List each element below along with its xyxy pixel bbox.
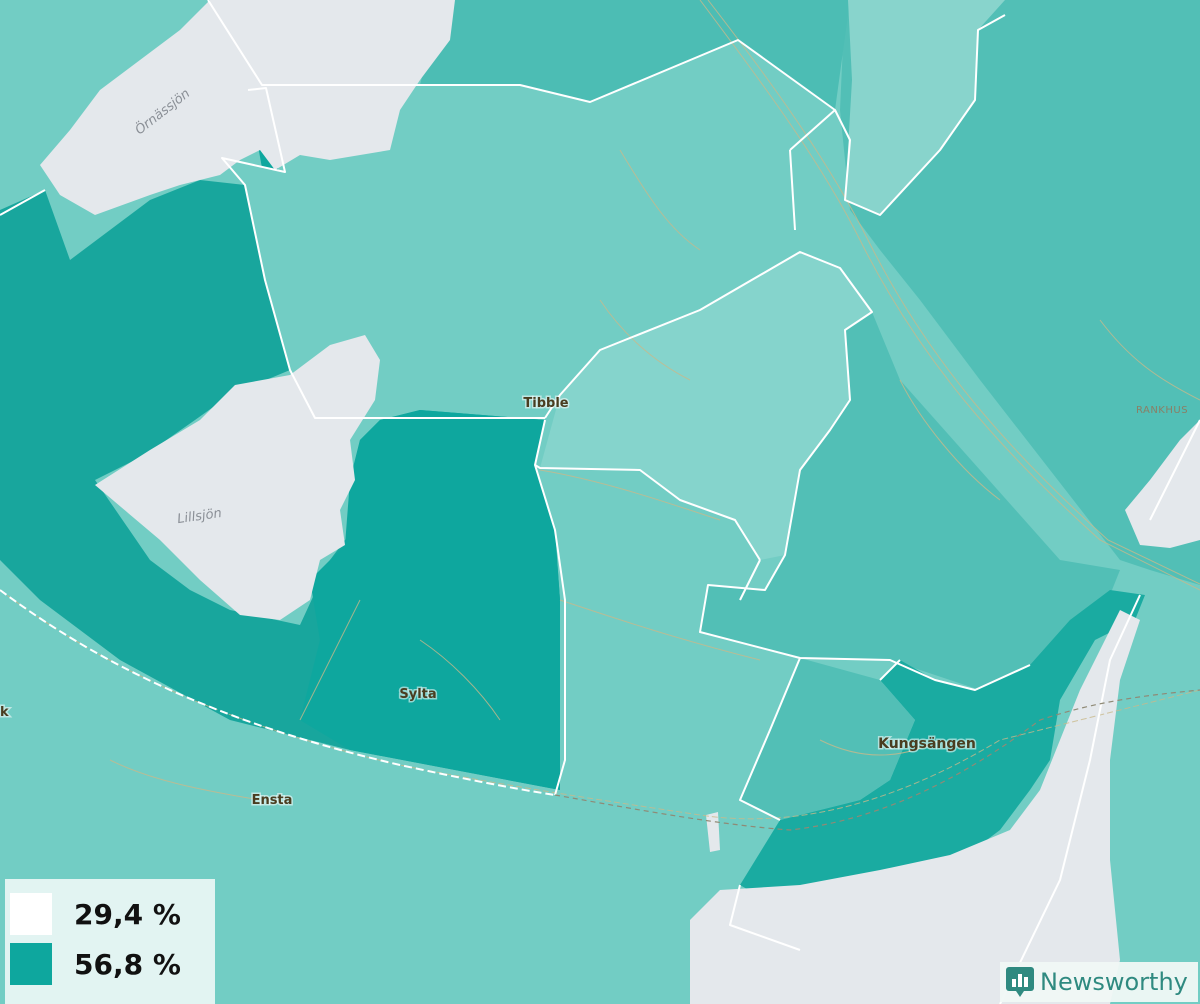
railway-east — [554, 689, 1200, 831]
legend-swatch-high — [10, 943, 52, 985]
legend-item-low: 29,4 % — [10, 889, 215, 939]
area-rankhus: RANKHUS — [1136, 405, 1188, 416]
road-network — [0, 0, 1200, 820]
railway — [0, 589, 556, 796]
place-tibble: Tibble — [523, 396, 568, 411]
region-pale-northeast — [845, 0, 1005, 215]
region-kungsangen — [740, 590, 1145, 920]
newsworthy-brand: Newsworthy — [1000, 962, 1198, 1002]
place-ensta: Ensta — [252, 793, 293, 808]
region-sylta-high — [300, 410, 560, 790]
legend-item-high: 56,8 % — [10, 939, 215, 989]
region-tibble-east — [540, 252, 872, 560]
map-legend: 29,4 % 56,8 % — [5, 879, 215, 1004]
place-kungsangen: Kungsängen — [878, 736, 976, 752]
place-sylta: Sylta — [399, 687, 436, 702]
lake-ornassjon — [40, 0, 455, 215]
legend-swatch-low — [10, 893, 52, 935]
label-lillsjon: Lillsjön — [176, 506, 222, 527]
legend-label-low: 29,4 % — [74, 897, 181, 931]
place-k-fragment: k — [0, 705, 9, 720]
legend-label-high: 56,8 % — [74, 947, 181, 981]
bay-east — [1125, 420, 1200, 548]
region-north — [420, 0, 850, 110]
brand-name: Newsworthy — [1040, 968, 1188, 996]
bay-south — [690, 610, 1140, 1004]
newsworthy-logo-icon — [1006, 967, 1034, 997]
region-east-mid — [700, 312, 1120, 690]
